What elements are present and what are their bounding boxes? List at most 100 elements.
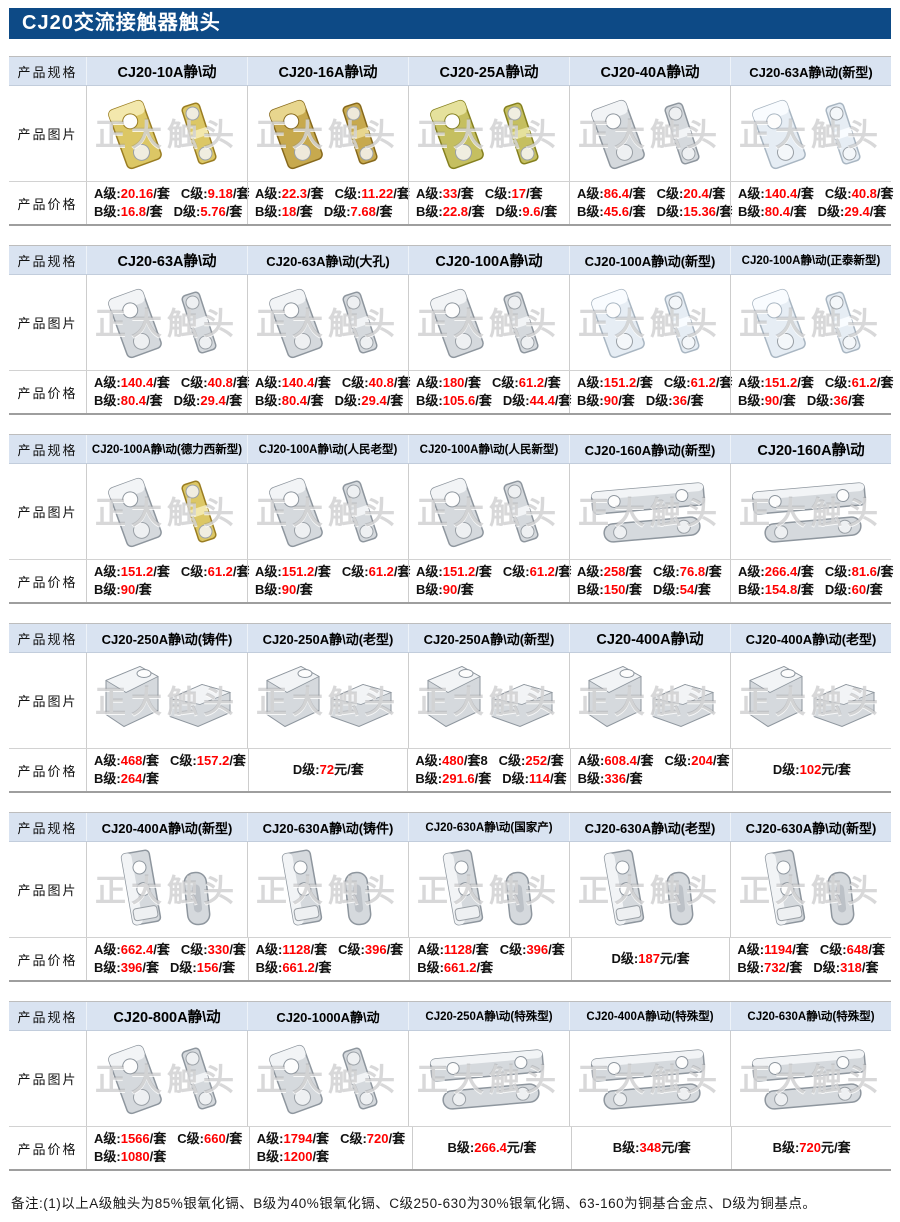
contact-photo (570, 275, 730, 370)
product-table-6: 产品规格 CJ20-800A静\动 CJ20-1000A静\动 CJ20-250A静\… (9, 1001, 891, 1171)
price-value: 1128 (443, 942, 473, 957)
row-label-price: 产品价格 (17, 574, 78, 590)
price-grade-label: C级: (180, 186, 208, 201)
price-grade-label: A级: (255, 375, 282, 390)
price-value: 258 (603, 564, 626, 579)
product-model-header: CJ20-400A静\动 (569, 624, 730, 652)
price-value: 90 (120, 582, 136, 597)
product-table-2: 产品规格 CJ20-63A静\动 CJ20-63A静\动(大孔) CJ20-100A静… (9, 245, 894, 415)
price-line: A级:608.4/套 C级:204/套 (578, 752, 730, 770)
price-unit: /套 (307, 393, 324, 408)
price-value: 80.4 (764, 204, 791, 219)
product-photo-cell: 正大触头 (86, 842, 247, 937)
price-unit: /套 (547, 753, 564, 768)
price-item: A级:151.2/套 (416, 563, 492, 581)
price-grade-label: A级: (94, 1131, 121, 1146)
contact-photo (87, 653, 247, 748)
price-item: C级:61.2/套 (503, 563, 572, 581)
price-value: 151.2 (603, 375, 637, 390)
price-line: B级:264/套 (94, 770, 244, 788)
price-grade-label: A级: (416, 186, 443, 201)
price-value: 44.4 (529, 393, 555, 408)
price-value: 732 (764, 960, 786, 975)
price-line: B级:45.6/套 D级:15.36/套 (577, 203, 733, 221)
price-item: C级:76.8/套 (653, 563, 722, 581)
product-photo-cell: 正大触头 (247, 86, 408, 181)
row-label-price: 产品价格 (17, 1141, 78, 1157)
price-grade-label: A级: (255, 186, 282, 201)
price-unit: /套 (848, 393, 865, 408)
price-unit: /套 (869, 204, 887, 219)
price-value: 396 (364, 942, 387, 957)
product-price-cell: B级:348元/套 (571, 1127, 731, 1169)
price-grade-label: A级: (256, 1131, 284, 1146)
product-price-cell: A级:151.2/套 C级:61.2/套 B级:90/套 D级:36/套 (730, 371, 894, 413)
contact-photo (248, 842, 408, 937)
row-label-image: 产品图片 (17, 316, 78, 331)
price-line: A级:1194/套 C级:648/套 (737, 941, 887, 959)
price-value: 1794 (283, 1131, 313, 1146)
image-row: 产品图片 正大触头 正大触头 (9, 275, 891, 371)
product-photo-cell: 正大触头 (247, 275, 408, 370)
image-row: 产品图片 正大触头 正大触头 (9, 86, 891, 182)
price-unit: /套 (146, 393, 163, 408)
contact-photo (87, 842, 247, 937)
price-grade-label: D级: (292, 762, 320, 777)
price-grade-label: C级: (180, 375, 208, 390)
price-item: A级:140.4/套 (255, 374, 331, 392)
price-item: B级:90/套 (94, 581, 152, 599)
price-value: 86.4 (603, 186, 630, 201)
price-grade-label: C级: (824, 375, 852, 390)
product-model-header: CJ20-63A静\动(新型) (730, 57, 891, 85)
price-grade-label: C级: (177, 1131, 204, 1146)
product-photo-cell: 正大触头 (408, 464, 569, 559)
row-label-spec: 产品规格 (9, 435, 86, 463)
price-item: B级:90/套 (738, 392, 796, 410)
price-line: B级:22.8/套 D级:9.6/套 (416, 203, 565, 221)
product-price-cell: A级:1128/套 C级:396/套 B级:661.2/套 (409, 938, 571, 980)
price-item: B级:661.2/套 (417, 959, 493, 977)
price-grade-label: A级: (417, 942, 444, 957)
price-item: C级:61.2/套 (825, 374, 894, 392)
contact-photo (248, 464, 408, 559)
price-unit: /套 (636, 375, 653, 390)
price-value: 468 (120, 753, 143, 768)
price-item: A级:662.4/套 (94, 941, 170, 959)
price-line: B级:396/套 D级:156/套 (94, 959, 244, 977)
price-row: 产品价格 A级:662.4/套 C级:330/套 B级:396/套 D级:156/套 A级… (9, 938, 891, 980)
price-value: 105.6 (442, 393, 476, 408)
product-model-header: CJ20-250A静\动(新型) (408, 624, 569, 652)
price-item: C级:648/套 (820, 941, 885, 959)
price-grade-label: B级: (416, 204, 443, 219)
price-line: B级:720元/套 (773, 1139, 851, 1157)
price-item: A级:151.2/套 (738, 374, 814, 392)
price-value: 29.4 (200, 393, 226, 408)
price-unit: /套 (715, 204, 733, 219)
product-price-cell: B级:720元/套 (731, 1127, 891, 1169)
price-value: 54 (679, 582, 695, 597)
price-unit: /套 (876, 564, 894, 579)
price-line: A级:151.2/套 C级:61.2/套 (416, 563, 572, 581)
price-item: B级:90/套 (416, 581, 474, 599)
price-line: B级:150/套 D级:54/套 (577, 581, 726, 599)
price-item: B级:348元/套 (613, 1139, 691, 1157)
price-value: 661.2 (443, 960, 477, 975)
price-value: 1194 (764, 942, 793, 957)
price-item: A级:258/套 (577, 563, 642, 581)
price-line: B级:90/套 (416, 581, 565, 599)
price-item: A级:1566/套 (94, 1130, 166, 1148)
price-item: D级:44.4/套 (503, 392, 572, 410)
price-item: C级:11.22/套 (335, 185, 410, 203)
product-photo-cell: 正大触头 (247, 464, 408, 559)
price-unit: /套 (705, 564, 722, 579)
price-unit: 元/套 (821, 762, 851, 777)
contact-photo (409, 842, 569, 937)
price-value: 18 (281, 204, 297, 219)
contact-photo (570, 842, 730, 937)
price-unit: /套 (694, 582, 711, 597)
price-item: D级:156/套 (170, 959, 235, 977)
price-value: 140.4 (281, 375, 315, 390)
price-unit: /套 (312, 1131, 330, 1146)
product-price-cell: A级:151.2/套 C级:61.2/套 B级:90/套 (86, 560, 250, 602)
price-item: B级:1080/套 (94, 1148, 166, 1166)
